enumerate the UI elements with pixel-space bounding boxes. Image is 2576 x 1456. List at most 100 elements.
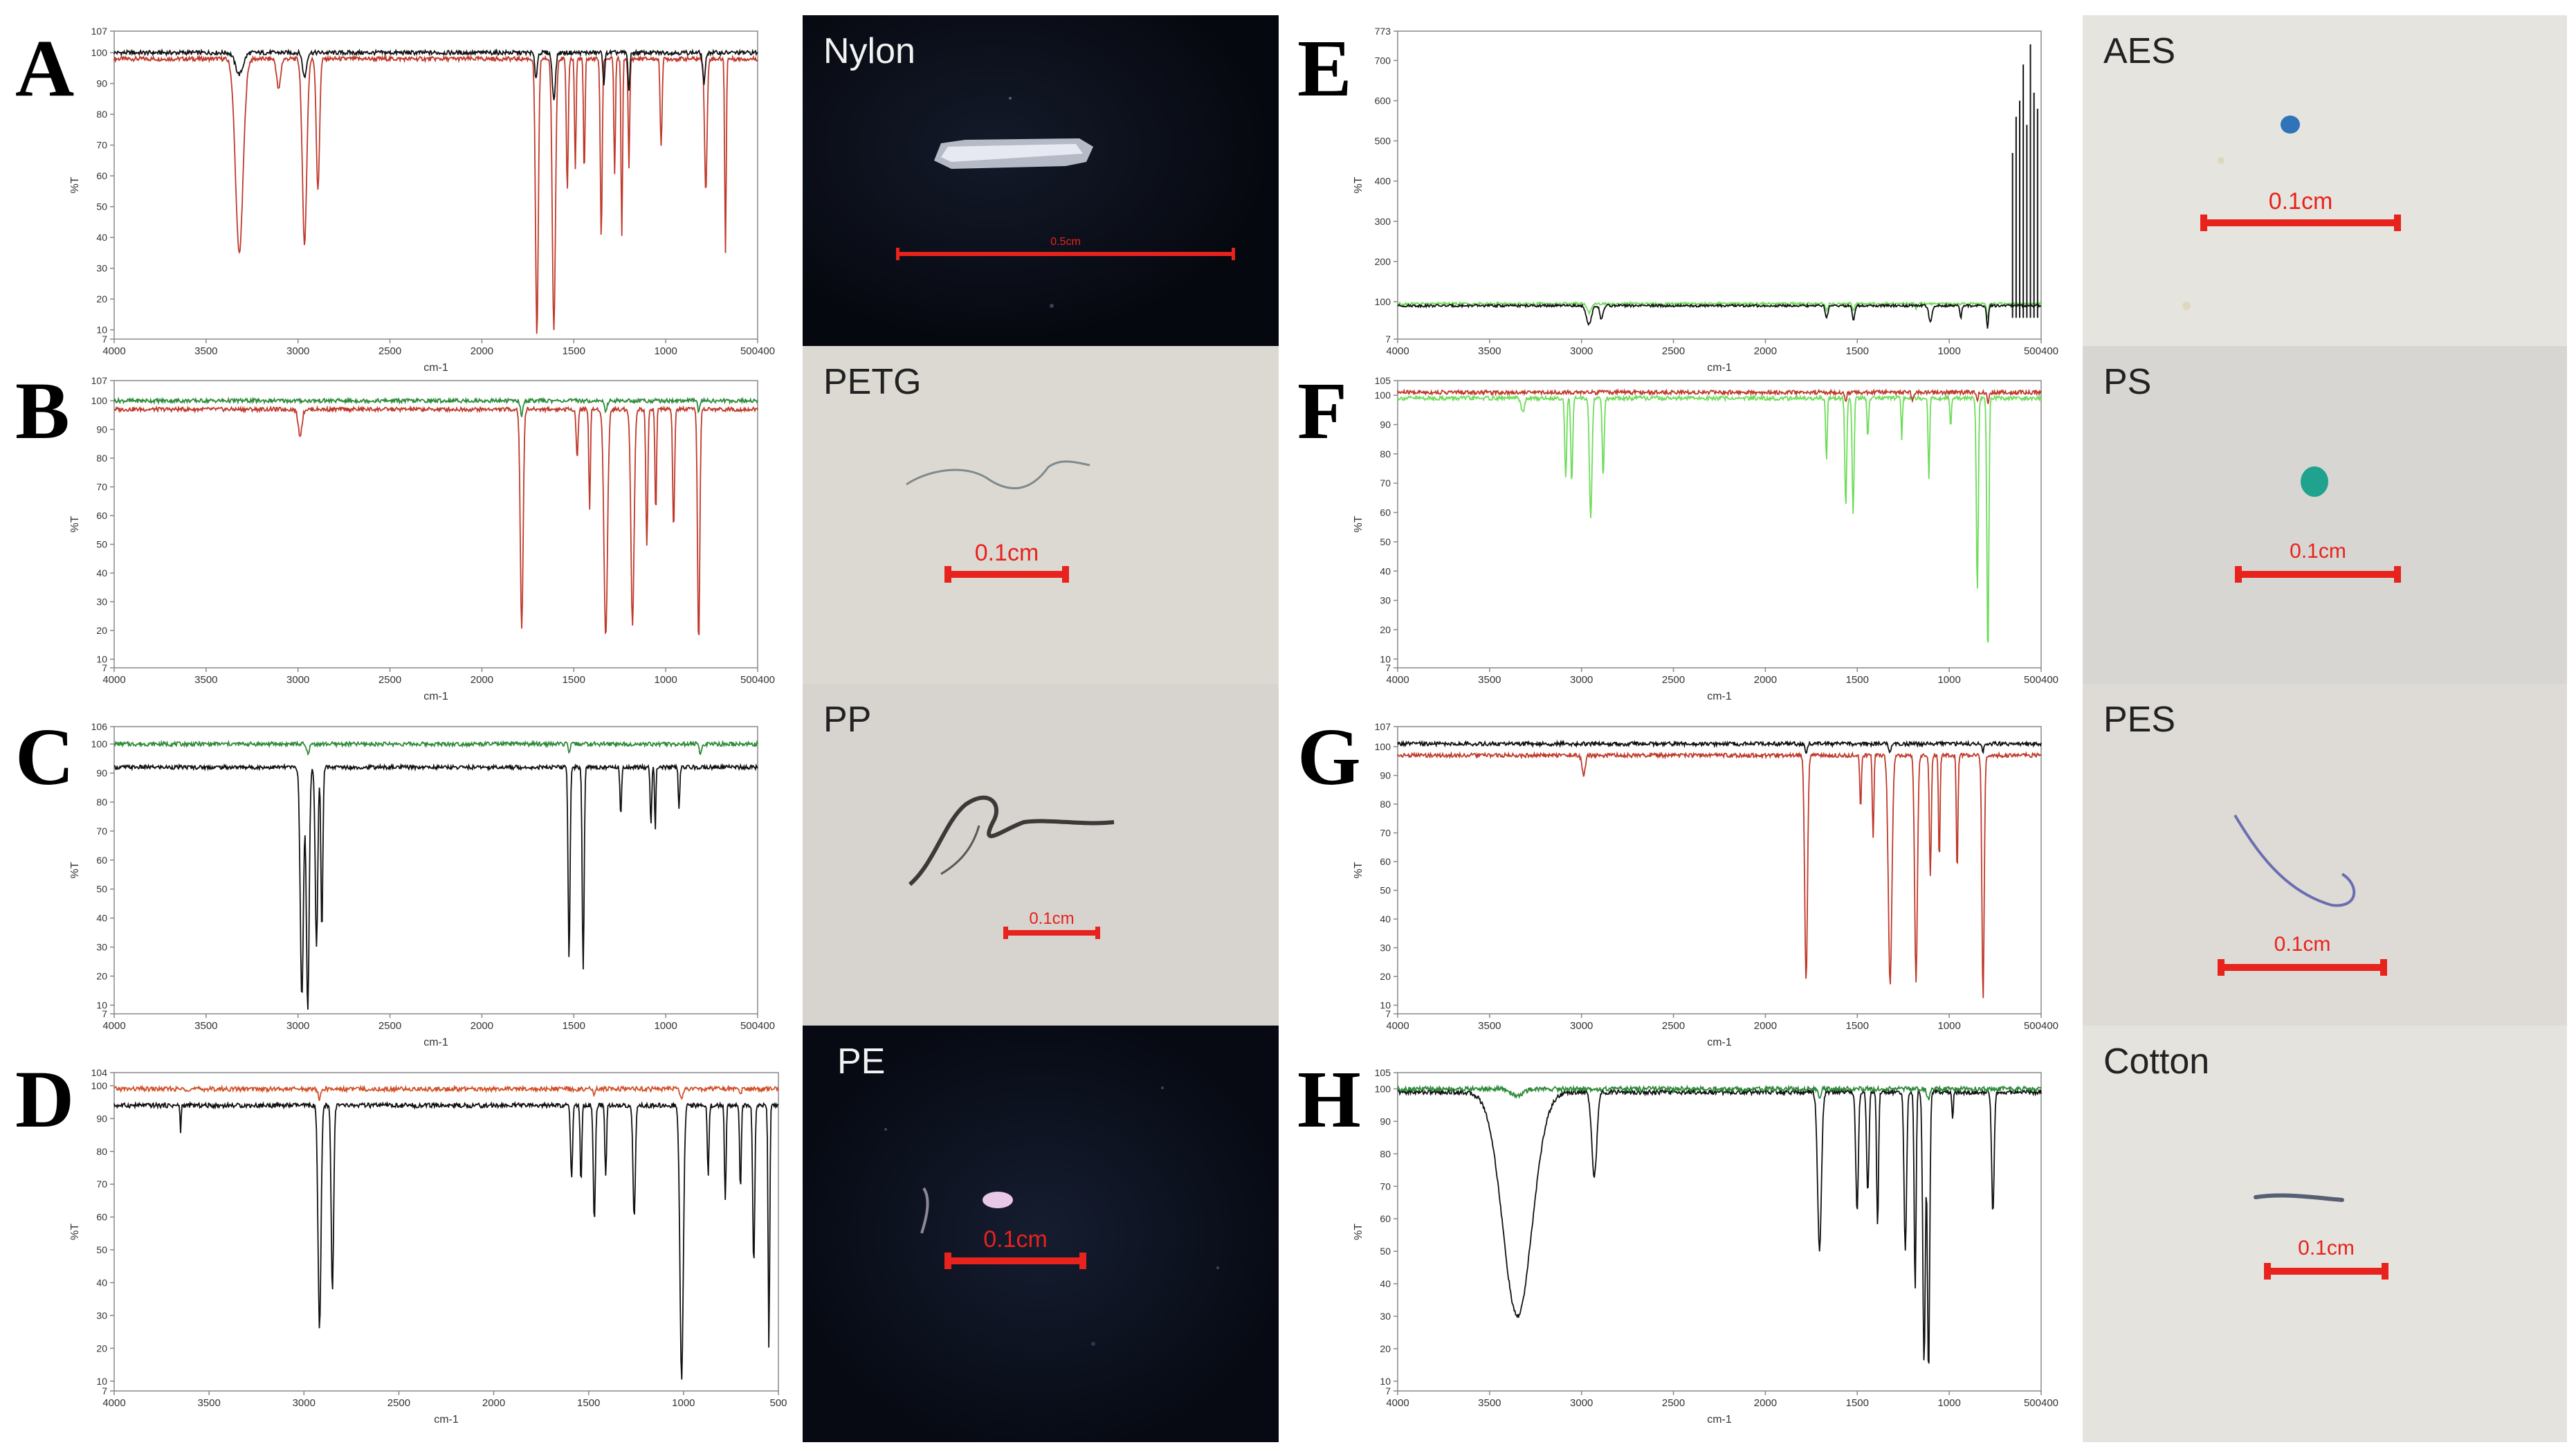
x-tick-label: 3500: [1478, 1020, 1501, 1032]
y-tick-label: 80: [1380, 1148, 1391, 1159]
pes-fiber-image: [2234, 814, 2356, 907]
y-tick-label: 80: [96, 1146, 107, 1157]
x-tick-label: 2500: [1662, 674, 1685, 686]
x-tick-label: 3000: [286, 1020, 309, 1032]
plot-frame: [113, 726, 758, 1014]
plot-frame: [1397, 380, 2042, 668]
x-tick-label: 500: [769, 1397, 787, 1409]
y-axis-label: %T: [69, 862, 81, 878]
y-tick-label: 7: [1385, 1008, 1391, 1019]
x-tick-label: 500400: [2024, 674, 2058, 686]
y-tick-label: 30: [96, 1310, 107, 1321]
scale-bar-nylon: 0.5cm: [896, 236, 1235, 268]
x-tick-label: 3000: [1570, 345, 1593, 357]
spectrum-line-lightgreen: [1397, 394, 2042, 643]
y-tick-label: 30: [96, 942, 107, 953]
x-axis-label: cm-1: [423, 1037, 448, 1048]
x-tick-label: 3500: [1478, 1397, 1501, 1409]
scale-label-aes: 0.1cm: [2268, 188, 2333, 215]
panel-letter-g: G: [1297, 711, 1361, 802]
x-tick-label: 3500: [194, 345, 217, 357]
x-axis-label: cm-1: [1707, 691, 1732, 702]
ftir-chart-a: 107 100 90 80 70 60 50 40 30 20 10 7 4000 3500 3000 250…: [59, 21, 775, 377]
y-tick-label: 107: [91, 375, 108, 386]
x-tick-label: 4000: [102, 1020, 125, 1032]
x-tick-label: 2000: [1754, 674, 1777, 686]
y-axis-label: %T: [1353, 516, 1364, 532]
ftir-chart-g: 107 100 90 80 70 60 50 40 30 20 10 7 4000 3500 3000 250…: [1342, 716, 2058, 1052]
y-tick-label: 50: [96, 1244, 107, 1255]
x-tick-label: 4000: [1386, 674, 1409, 686]
x-tick-label: 2000: [471, 674, 493, 686]
y-tick-label: 60: [1380, 507, 1391, 518]
y-tick-label: 105: [1375, 1067, 1391, 1078]
panel-letter-a: A: [15, 23, 75, 113]
x-tick-label: 2000: [1754, 345, 1777, 357]
x-axis-label: cm-1: [1707, 1414, 1732, 1426]
photo-title-cotton: Cotton: [2103, 1041, 2210, 1082]
y-tick-label: 90: [1380, 419, 1391, 430]
y-tick-label: 100: [1375, 296, 1391, 307]
y-tick-label: 90: [96, 78, 107, 89]
x-tick-label: 4000: [1386, 1397, 1409, 1409]
plot-frame: [113, 1072, 779, 1392]
y-tick-label: 50: [1380, 1246, 1391, 1257]
scale-label-pe: 0.1cm: [983, 1226, 1048, 1253]
y-axis-label: %T: [1353, 1223, 1364, 1240]
x-tick-label: 2000: [1754, 1020, 1777, 1032]
y-tick-label: 70: [96, 1179, 107, 1190]
x-tick-label: 1500: [1846, 674, 1869, 686]
x-tick-label: 500400: [740, 1020, 775, 1032]
x-tick-label: 4000: [1386, 1020, 1409, 1032]
photo-cotton: Cotton 0.1cm: [2083, 1026, 2567, 1442]
x-axis-label: cm-1: [1707, 362, 1732, 374]
y-tick-label: 70: [96, 826, 107, 837]
x-tick-label: 2500: [387, 1397, 410, 1409]
photo-title-petg: PETG: [823, 362, 922, 402]
x-tick-label: 2000: [471, 345, 493, 357]
scale-bar-cotton: 0.1cm: [2264, 1237, 2388, 1306]
spectrum-line-orange: [113, 1084, 779, 1101]
y-tick-label: 7: [102, 334, 107, 345]
spectrum-line-green: [113, 396, 758, 417]
y-tick-label: 20: [96, 293, 107, 304]
photo-title-nylon: Nylon: [823, 31, 915, 71]
y-tick-label: 20: [96, 1343, 107, 1354]
x-tick-label: 1500: [563, 674, 585, 686]
plot-frame: [113, 30, 758, 340]
panel-letter-c: C: [15, 711, 75, 802]
x-tick-label: 3000: [286, 345, 309, 357]
scale-bar-petg: 0.1cm: [944, 540, 1069, 609]
x-tick-label: 1000: [654, 1020, 677, 1032]
photo-nylon: Nylon 0.5cm: [803, 15, 1279, 346]
scale-label-ps: 0.1cm: [2290, 540, 2346, 563]
y-tick-label: 50: [96, 884, 107, 895]
y-tick-label: 30: [96, 263, 107, 274]
photo-title-pes: PES: [2103, 700, 2176, 740]
spectrum-line-black: [113, 48, 758, 100]
x-tick-label: 4000: [102, 1397, 125, 1409]
y-tick-label: 90: [96, 424, 107, 435]
y-tick-label: 40: [1380, 913, 1391, 925]
y-tick-label: 700: [1375, 55, 1391, 66]
y-tick-label: 100: [91, 47, 108, 58]
x-tick-label: 2500: [1662, 1397, 1685, 1409]
ftir-chart-e: 773 700 600 500 400 300 200 100 7 4000 3500 3000 250…: [1342, 21, 2058, 377]
ftir-chart-h: 105 100 90 80 70 60 50 40 30 20 10 7 4000 3500 3000 250…: [1342, 1062, 2058, 1429]
scale-label-cotton: 0.1cm: [2298, 1237, 2355, 1259]
x-tick-label: 1000: [672, 1397, 695, 1409]
y-tick-label: 20: [1380, 624, 1391, 635]
cotton-fiber-image: [2254, 1193, 2344, 1202]
y-tick-label: 90: [96, 767, 107, 779]
y-axis-label: %T: [1353, 176, 1364, 193]
y-tick-label: 30: [1380, 595, 1391, 606]
y-tick-label: 7: [102, 1385, 107, 1396]
y-tick-label: 10: [96, 654, 107, 665]
y-tick-label: 100: [91, 1080, 108, 1091]
spectrum-line-black: [113, 763, 758, 1010]
x-tick-label: 3500: [1478, 345, 1501, 357]
photo-aes: AES 0.1cm: [2083, 15, 2567, 346]
